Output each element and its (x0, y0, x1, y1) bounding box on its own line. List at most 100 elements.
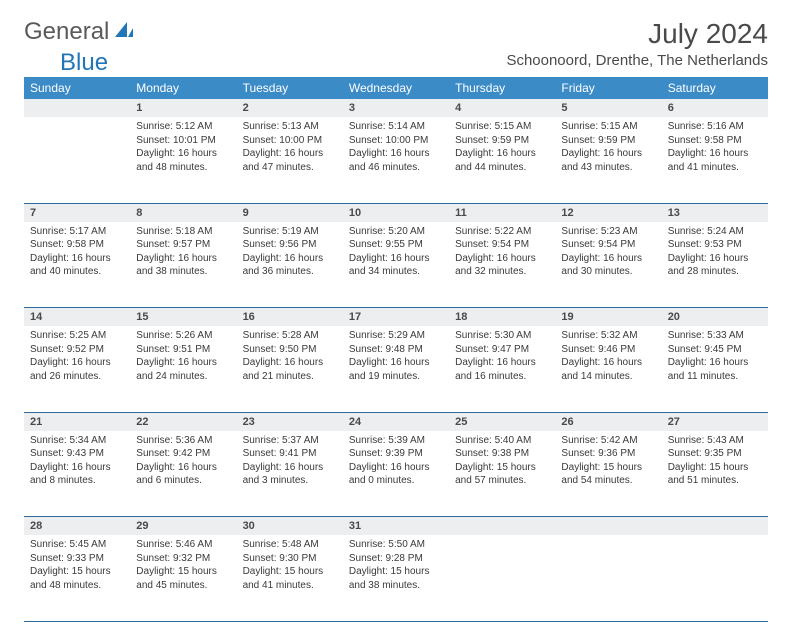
daylight-text: Daylight: 16 hours and 40 minutes. (30, 252, 124, 279)
sunrise-text: Sunrise: 5:46 AM (136, 538, 230, 552)
day-number: 14 (24, 308, 130, 327)
day-number: 6 (662, 99, 768, 117)
sunset-text: Sunset: 10:00 PM (243, 134, 337, 148)
day-cell: Sunrise: 5:46 AMSunset: 9:32 PMDaylight:… (130, 535, 236, 621)
day-number: 15 (130, 308, 236, 327)
daylight-text: Daylight: 16 hours and 47 minutes. (243, 147, 337, 174)
day-cell: Sunrise: 5:33 AMSunset: 9:45 PMDaylight:… (662, 326, 768, 412)
day-cell: Sunrise: 5:18 AMSunset: 9:57 PMDaylight:… (130, 222, 236, 308)
daylight-text: Daylight: 16 hours and 30 minutes. (561, 252, 655, 279)
day-header-thursday: Thursday (449, 77, 555, 99)
daylight-text: Daylight: 16 hours and 44 minutes. (455, 147, 549, 174)
sunrise-text: Sunrise: 5:17 AM (30, 225, 124, 239)
sunset-text: Sunset: 9:42 PM (136, 447, 230, 461)
sunset-text: Sunset: 9:48 PM (349, 343, 443, 357)
sunrise-text: Sunrise: 5:36 AM (136, 434, 230, 448)
sunset-text: Sunset: 9:30 PM (243, 552, 337, 566)
sunset-text: Sunset: 9:45 PM (668, 343, 762, 357)
sunrise-text: Sunrise: 5:28 AM (243, 329, 337, 343)
sunset-text: Sunset: 9:39 PM (349, 447, 443, 461)
sunset-text: Sunset: 9:53 PM (668, 238, 762, 252)
day-number: 1 (130, 99, 236, 117)
day-number: 3 (343, 99, 449, 117)
day-cell (24, 117, 130, 203)
calendar-page: General July 2024 Schoonoord, Drenthe, T… (0, 0, 792, 640)
day-cell: Sunrise: 5:43 AMSunset: 9:35 PMDaylight:… (662, 431, 768, 517)
sunrise-text: Sunrise: 5:13 AM (243, 120, 337, 134)
sunset-text: Sunset: 9:59 PM (561, 134, 655, 148)
daylight-text: Daylight: 16 hours and 11 minutes. (668, 356, 762, 383)
sunrise-text: Sunrise: 5:39 AM (349, 434, 443, 448)
daylight-text: Daylight: 16 hours and 16 minutes. (455, 356, 549, 383)
daylight-text: Daylight: 16 hours and 36 minutes. (243, 252, 337, 279)
daylight-text: Daylight: 16 hours and 24 minutes. (136, 356, 230, 383)
sunset-text: Sunset: 9:32 PM (136, 552, 230, 566)
sunset-text: Sunset: 9:50 PM (243, 343, 337, 357)
sunrise-text: Sunrise: 5:40 AM (455, 434, 549, 448)
day-cell: Sunrise: 5:19 AMSunset: 9:56 PMDaylight:… (237, 222, 343, 308)
sunset-text: Sunset: 9:43 PM (30, 447, 124, 461)
logo: General (24, 18, 137, 46)
day-header-friday: Friday (555, 77, 661, 99)
day-cell (449, 535, 555, 621)
day-cell: Sunrise: 5:29 AMSunset: 9:48 PMDaylight:… (343, 326, 449, 412)
day-number: 27 (662, 412, 768, 431)
sunrise-text: Sunrise: 5:33 AM (668, 329, 762, 343)
day-cell: Sunrise: 5:16 AMSunset: 9:58 PMDaylight:… (662, 117, 768, 203)
sunset-text: Sunset: 9:54 PM (455, 238, 549, 252)
sunset-text: Sunset: 9:47 PM (455, 343, 549, 357)
sunset-text: Sunset: 10:00 PM (349, 134, 443, 148)
sunset-text: Sunset: 9:58 PM (668, 134, 762, 148)
day-header-row: Sunday Monday Tuesday Wednesday Thursday… (24, 77, 768, 99)
day-number: 16 (237, 308, 343, 327)
day-number: 25 (449, 412, 555, 431)
day-number: 18 (449, 308, 555, 327)
daylight-text: Daylight: 16 hours and 21 minutes. (243, 356, 337, 383)
day-number: 29 (130, 517, 236, 536)
daylight-text: Daylight: 16 hours and 0 minutes. (349, 461, 443, 488)
day-header-tuesday: Tuesday (237, 77, 343, 99)
day-number: 23 (237, 412, 343, 431)
day-number: 17 (343, 308, 449, 327)
content-row: Sunrise: 5:17 AMSunset: 9:58 PMDaylight:… (24, 222, 768, 308)
day-cell: Sunrise: 5:32 AMSunset: 9:46 PMDaylight:… (555, 326, 661, 412)
daylight-text: Daylight: 15 hours and 57 minutes. (455, 461, 549, 488)
day-number: 31 (343, 517, 449, 536)
daylight-text: Daylight: 16 hours and 43 minutes. (561, 147, 655, 174)
sunrise-text: Sunrise: 5:29 AM (349, 329, 443, 343)
day-cell: Sunrise: 5:37 AMSunset: 9:41 PMDaylight:… (237, 431, 343, 517)
sunrise-text: Sunrise: 5:25 AM (30, 329, 124, 343)
sunrise-text: Sunrise: 5:26 AM (136, 329, 230, 343)
daylight-text: Daylight: 16 hours and 28 minutes. (668, 252, 762, 279)
sunrise-text: Sunrise: 5:24 AM (668, 225, 762, 239)
sunset-text: Sunset: 9:58 PM (30, 238, 124, 252)
day-number: 5 (555, 99, 661, 117)
sunset-text: Sunset: 10:01 PM (136, 134, 230, 148)
daylight-text: Daylight: 15 hours and 51 minutes. (668, 461, 762, 488)
daynum-row: 14151617181920 (24, 308, 768, 327)
content-row: Sunrise: 5:25 AMSunset: 9:52 PMDaylight:… (24, 326, 768, 412)
daylight-text: Daylight: 15 hours and 41 minutes. (243, 565, 337, 592)
daylight-text: Daylight: 16 hours and 14 minutes. (561, 356, 655, 383)
daynum-row: 28293031 (24, 517, 768, 536)
day-cell: Sunrise: 5:13 AMSunset: 10:00 PMDaylight… (237, 117, 343, 203)
sunset-text: Sunset: 9:33 PM (30, 552, 124, 566)
day-header-monday: Monday (130, 77, 236, 99)
day-number: 13 (662, 203, 768, 222)
sunrise-text: Sunrise: 5:16 AM (668, 120, 762, 134)
content-row: Sunrise: 5:12 AMSunset: 10:01 PMDaylight… (24, 117, 768, 203)
day-cell: Sunrise: 5:34 AMSunset: 9:43 PMDaylight:… (24, 431, 130, 517)
sunrise-text: Sunrise: 5:18 AM (136, 225, 230, 239)
daylight-text: Daylight: 16 hours and 6 minutes. (136, 461, 230, 488)
day-number (662, 517, 768, 536)
daylight-text: Daylight: 16 hours and 3 minutes. (243, 461, 337, 488)
day-cell: Sunrise: 5:20 AMSunset: 9:55 PMDaylight:… (343, 222, 449, 308)
day-cell (555, 535, 661, 621)
day-number: 24 (343, 412, 449, 431)
day-cell: Sunrise: 5:17 AMSunset: 9:58 PMDaylight:… (24, 222, 130, 308)
daylight-text: Daylight: 16 hours and 19 minutes. (349, 356, 443, 383)
sunset-text: Sunset: 9:35 PM (668, 447, 762, 461)
content-row: Sunrise: 5:45 AMSunset: 9:33 PMDaylight:… (24, 535, 768, 621)
logo-text-general: General (24, 18, 109, 46)
sunset-text: Sunset: 9:55 PM (349, 238, 443, 252)
